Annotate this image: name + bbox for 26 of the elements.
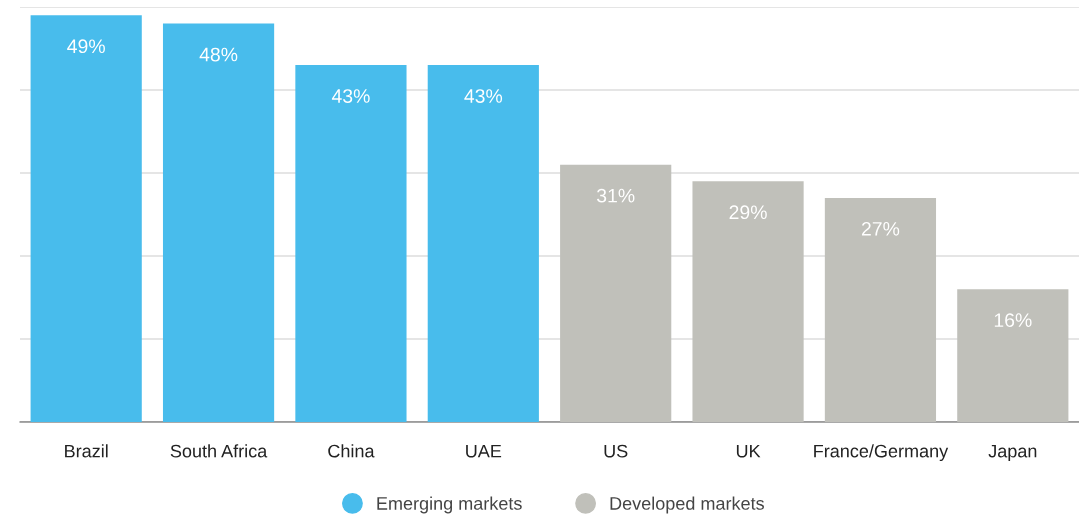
x-tick-label: US: [604, 444, 628, 458]
bar: [30, 15, 142, 422]
x-tick-label: France/Germany: [814, 444, 949, 462]
bar: [427, 65, 539, 422]
bar: [957, 289, 1069, 422]
x-tick-label: South Africa: [170, 444, 268, 458]
data-label: 48%: [199, 47, 238, 62]
x-tick-label: China: [328, 444, 375, 458]
bar: [560, 164, 672, 422]
data-label: 29%: [729, 205, 767, 220]
x-tick-label: UAE: [466, 444, 502, 458]
data-label: 43%: [331, 89, 370, 103]
bar: [824, 197, 937, 422]
legend-label: Emerging markets: [377, 496, 522, 514]
data-label: 27%: [861, 221, 900, 236]
data-label: 49%: [67, 39, 105, 54]
x-tick-label: Japan: [988, 444, 1037, 462]
bar: [692, 181, 804, 422]
legend-label: Developed markets: [610, 496, 764, 514]
x-tick-label: Brazil: [65, 444, 108, 458]
bar: [295, 65, 407, 422]
data-label: 31%: [596, 188, 635, 203]
x-tick-label: UK: [736, 444, 761, 458]
data-label: 16%: [994, 313, 1032, 328]
bar: [162, 23, 275, 422]
data-label: 43%: [464, 89, 503, 103]
